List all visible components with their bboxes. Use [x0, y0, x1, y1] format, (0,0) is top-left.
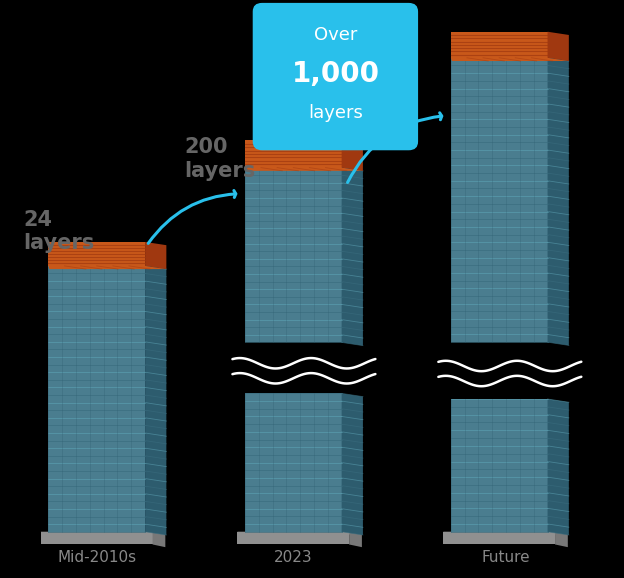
Polygon shape [443, 532, 568, 535]
Polygon shape [342, 168, 363, 346]
Polygon shape [145, 242, 167, 269]
Polygon shape [41, 532, 165, 535]
Polygon shape [245, 140, 342, 168]
Text: layers: layers [308, 104, 363, 122]
Polygon shape [451, 58, 548, 342]
Text: 2023: 2023 [274, 550, 313, 565]
Polygon shape [245, 394, 342, 532]
Polygon shape [41, 532, 152, 544]
Polygon shape [237, 532, 362, 535]
Polygon shape [342, 394, 363, 535]
Polygon shape [555, 532, 568, 547]
Polygon shape [548, 399, 569, 535]
Text: 200
layers: 200 layers [184, 138, 255, 180]
Polygon shape [237, 532, 349, 544]
Polygon shape [152, 532, 165, 547]
FancyBboxPatch shape [253, 3, 418, 150]
Polygon shape [245, 168, 342, 342]
Text: Mid-2010s: Mid-2010s [57, 550, 136, 565]
Polygon shape [451, 32, 548, 58]
Polygon shape [451, 399, 548, 532]
Text: 1,000: 1,000 [291, 60, 379, 88]
Polygon shape [451, 58, 569, 61]
Polygon shape [49, 266, 145, 532]
Text: Over: Over [314, 26, 357, 44]
Polygon shape [349, 532, 362, 547]
Polygon shape [548, 32, 569, 61]
Polygon shape [49, 266, 167, 269]
Polygon shape [49, 242, 145, 266]
Text: 24
layers: 24 layers [24, 210, 95, 253]
Polygon shape [145, 266, 167, 535]
Polygon shape [342, 140, 363, 171]
Polygon shape [443, 532, 555, 544]
Polygon shape [548, 58, 569, 346]
Polygon shape [245, 168, 363, 171]
Text: Future: Future [481, 550, 530, 565]
